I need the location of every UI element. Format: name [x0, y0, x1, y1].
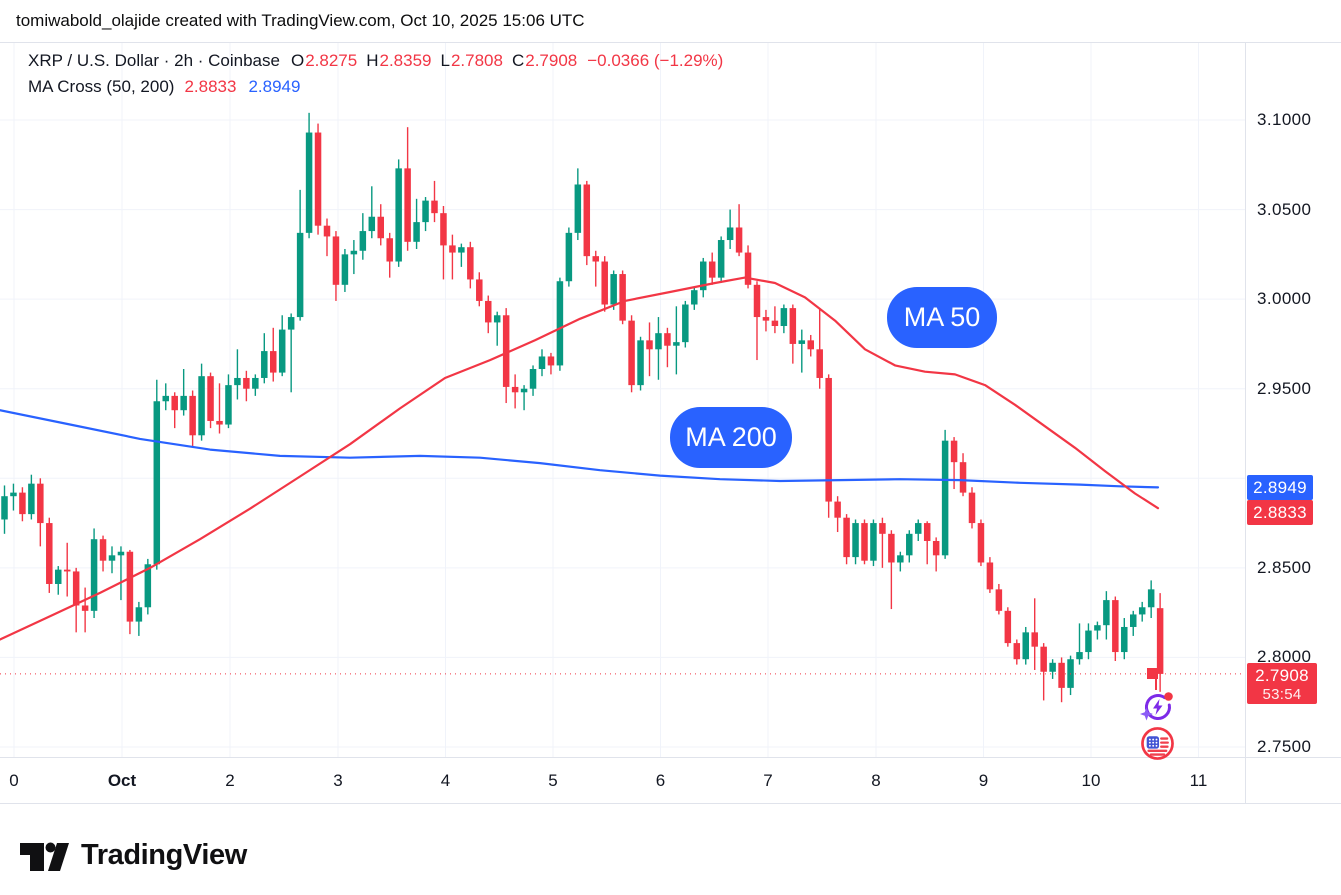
sparkle-icon: [1140, 707, 1153, 721]
price-tick-2.9500: 2.9500: [1257, 378, 1312, 398]
chart-legend: XRP / U.S. Dollar · 2h · Coinbase O2.827…: [28, 51, 723, 97]
ma200-price-axis-label: 2.8949: [1247, 474, 1313, 500]
time-tick-11: 11: [1189, 771, 1208, 790]
attribution-text: tomiwabold_olajide created with TradingV…: [16, 11, 585, 30]
event-anchor-square: [1147, 668, 1158, 679]
flag-stars: [1148, 738, 1158, 747]
ohlc-low: L2.7808: [440, 51, 503, 70]
time-tick-9: 9: [978, 771, 989, 790]
symbol-title: XRP / U.S. Dollar · 2h · Coinbase: [28, 51, 280, 70]
ma50-price-axis-label: 2.8833: [1247, 499, 1313, 525]
lightning-bolt-icon: [1153, 699, 1163, 715]
time-tick-5: 5: [548, 771, 558, 790]
price-tick-2.7500: 2.7500: [1257, 737, 1312, 756]
time-tick-Oct: Oct: [107, 771, 137, 790]
tradingview-logo-text: TradingView: [81, 838, 247, 871]
price-tick-3.1000: 3.1000: [1257, 110, 1312, 129]
candles-layer: [1, 112, 1164, 703]
time-tick-4: 4: [440, 771, 451, 790]
indicator-title: MA Cross (50, 200): [28, 77, 175, 96]
price-tick-2.8500: 2.8500: [1257, 557, 1312, 577]
ma50-annotation-pill[interactable]: MA 50: [887, 287, 997, 348]
axis-separators: [0, 42, 1341, 804]
bar-countdown-timer: 53:54: [1262, 685, 1302, 703]
ai-event-icon[interactable]: [1139, 688, 1176, 725]
time-axis[interactable]: 0 Oct 2 3 4 5 6 7 8 9 10 11: [0, 757, 1245, 803]
ma200-legend-value: 2.8949: [248, 77, 301, 96]
time-tick-7: 7: [763, 771, 773, 790]
ohlc-open: O2.8275: [290, 51, 358, 70]
red-dot-badge: [1164, 692, 1173, 701]
us-flag-event-icon[interactable]: [1140, 726, 1175, 761]
flag-stripes: [1147, 737, 1169, 756]
price-tick-3.0000: 3.0000: [1257, 289, 1312, 309]
price-axis[interactable]: 2.8949 2.8833 2.7908 53:54 3.1000 3.0500 3…: [1245, 0, 1341, 805]
ma200-line: [0, 409, 1160, 489]
legend-indicator-row: MA Cross (50, 200) 2.8833 2.8949: [28, 77, 723, 97]
ma200-annotation-pill[interactable]: MA 200: [670, 407, 792, 468]
last-price-line: [0, 668, 1245, 690]
time-tick-6: 6: [655, 771, 666, 790]
legend-symbol-row: XRP / U.S. Dollar · 2h · Coinbase O2.827…: [28, 51, 723, 71]
time-tick-10: 10: [1081, 771, 1101, 790]
price-tick-3.0500: 3.0500: [1257, 199, 1312, 219]
grid-lines: [0, 42, 1245, 757]
ma50-legend-value: 2.8833: [184, 77, 237, 96]
time-tick-3: 3: [333, 771, 343, 790]
ohlc-close: C2.7908: [511, 51, 578, 70]
ma50-line: [0, 276, 1160, 641]
time-tick-2: 2: [225, 771, 235, 790]
change-value: −0.0366 (−1.29%): [587, 51, 724, 70]
price-tick-2.8000: 2.8000: [1257, 647, 1312, 667]
time-tick-0: 0: [9, 771, 19, 790]
last-price-axis-label: 2.7908 53:54: [1247, 662, 1317, 704]
ohlc-high: H2.8359: [366, 51, 432, 70]
tradingview-logo-glyph: [20, 842, 69, 871]
last-price-value: 2.7908: [1255, 665, 1309, 685]
time-tick-8: 8: [871, 771, 881, 790]
tradingview-logo[interactable]: TradingView: [20, 835, 247, 875]
moving-averages: [0, 276, 1160, 641]
